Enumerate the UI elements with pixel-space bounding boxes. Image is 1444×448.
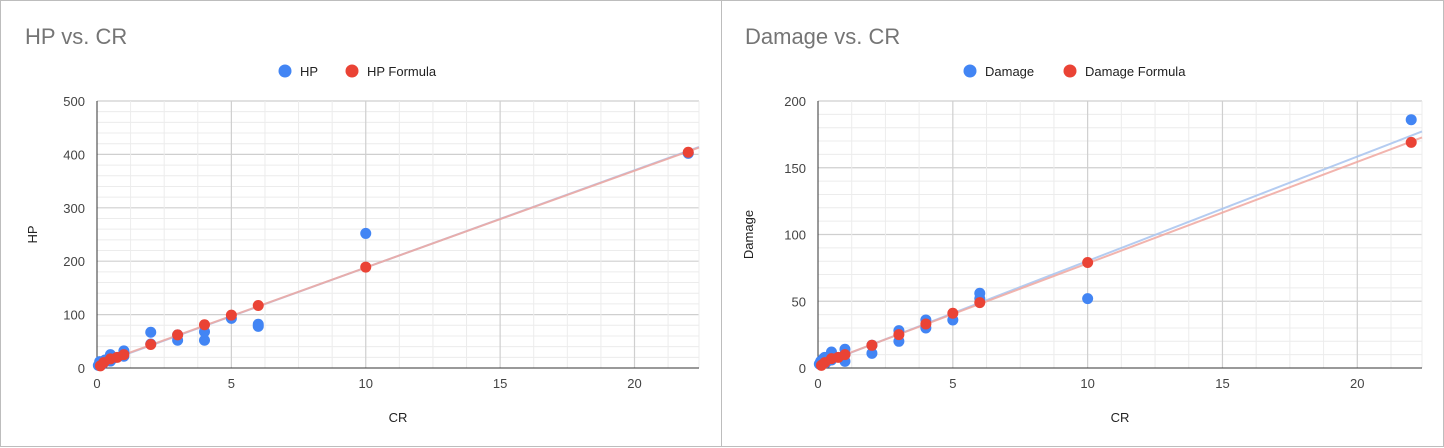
gridlines xyxy=(818,100,1423,368)
chart-title: Damage vs. CR xyxy=(745,24,900,49)
gridlines xyxy=(97,100,700,368)
x-tick-label: 20 xyxy=(1350,376,1364,391)
legend-marker-2 xyxy=(345,64,359,78)
y-tick-label: 200 xyxy=(63,254,85,269)
data-point xyxy=(682,146,694,158)
y-tick-label: 50 xyxy=(792,294,806,309)
x-tick-label: 5 xyxy=(228,376,235,391)
x-tick-label: 5 xyxy=(949,376,956,391)
series-2 xyxy=(815,136,1417,371)
y-tick-label: 100 xyxy=(63,308,85,323)
data-point xyxy=(947,307,959,319)
data-point xyxy=(1405,136,1417,148)
y-tick-label: 0 xyxy=(78,361,85,376)
legend-marker-1 xyxy=(963,64,977,78)
data-point xyxy=(866,347,878,359)
legend-marker-1 xyxy=(278,64,292,78)
data-point xyxy=(172,329,184,341)
x-tick-label: 0 xyxy=(93,376,100,391)
data-point xyxy=(252,300,264,312)
data-point xyxy=(866,339,878,351)
chart-title: HP vs. CR xyxy=(25,24,127,49)
y-tick-label: 150 xyxy=(784,161,806,176)
trendline-2 xyxy=(817,136,1423,366)
x-axis-label: CR xyxy=(389,410,408,425)
x-tick-label: 15 xyxy=(1215,376,1229,391)
y-tick-label: 300 xyxy=(63,201,85,216)
data-point xyxy=(360,227,372,239)
legend-label-1: HP xyxy=(300,64,318,79)
data-point xyxy=(118,349,130,361)
data-point xyxy=(839,349,851,361)
data-point xyxy=(360,261,372,273)
x-tick-label: 10 xyxy=(359,376,373,391)
x-tick-label: 10 xyxy=(1080,376,1094,391)
data-point xyxy=(1405,114,1417,126)
data-point xyxy=(145,326,157,338)
legend: HP HP Formula xyxy=(278,64,437,79)
legend-label-2: HP Formula xyxy=(367,64,437,79)
data-point xyxy=(920,318,932,330)
y-axis-label: Damage xyxy=(741,210,756,259)
data-point xyxy=(974,297,986,309)
data-point xyxy=(893,329,905,341)
y-tick-label: 400 xyxy=(63,147,85,162)
x-axis-label: CR xyxy=(1111,410,1130,425)
y-axis-label: HP xyxy=(25,225,40,243)
y-tick-label: 100 xyxy=(784,228,806,243)
data-point xyxy=(199,334,210,346)
data-point xyxy=(145,339,157,351)
hp-chart: HP vs. CR HP HP Formula 0 100 200 300 400 500 0 5 1… xyxy=(25,24,700,425)
data-point xyxy=(1082,257,1094,269)
x-tick-label: 0 xyxy=(814,376,821,391)
data-point xyxy=(199,319,210,331)
data-point xyxy=(252,318,264,330)
legend-marker-2 xyxy=(1063,64,1077,78)
data-point xyxy=(974,287,986,299)
legend-label-1: Damage xyxy=(985,64,1034,79)
y-tick-label: 200 xyxy=(784,94,806,109)
legend-label-2: Damage Formula xyxy=(1085,64,1186,79)
series-1 xyxy=(813,114,1417,370)
y-tick-label: 500 xyxy=(63,94,85,109)
legend: Damage Damage Formula xyxy=(963,64,1186,79)
series-2 xyxy=(94,146,694,372)
data-point xyxy=(225,309,237,321)
data-point xyxy=(1082,293,1094,305)
y-tick-label: 0 xyxy=(799,361,806,376)
x-tick-label: 15 xyxy=(493,376,507,391)
hp-chart-panel: HP vs. CR HP HP Formula 0 100 200 300 400 500 0 5 1… xyxy=(0,0,722,447)
damage-chart-panel: Damage vs. CR Damage Damage Formula 0 50 100 1… xyxy=(721,0,1444,447)
x-tick-label: 20 xyxy=(627,376,641,391)
trendline-2 xyxy=(96,146,700,366)
